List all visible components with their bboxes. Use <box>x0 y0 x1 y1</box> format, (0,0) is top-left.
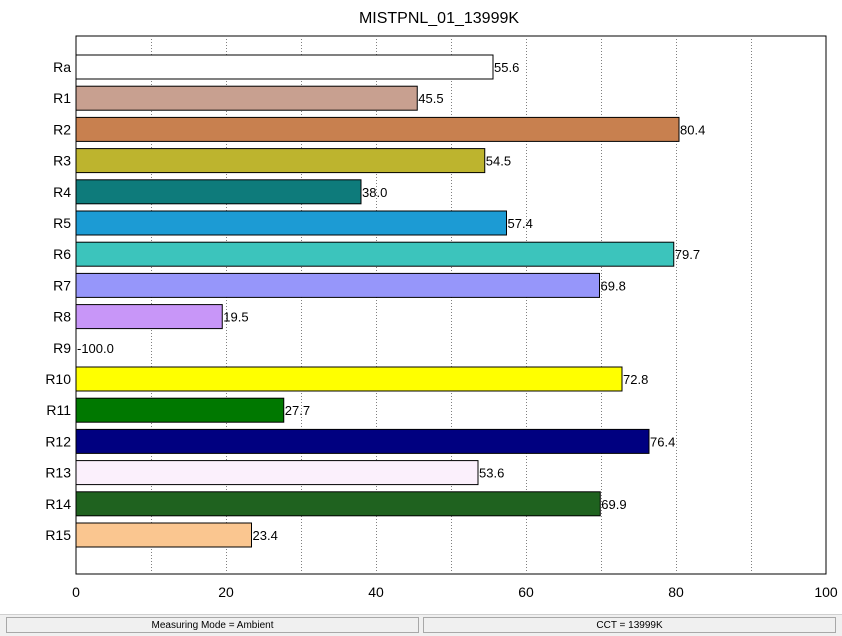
bar <box>75 210 507 236</box>
category-label: R5 <box>53 215 71 231</box>
x-tick-label: 40 <box>368 584 384 600</box>
x-tick-label: 80 <box>668 584 684 600</box>
bar <box>75 272 600 298</box>
category-label: R9 <box>53 340 71 356</box>
value-label: -100.0 <box>77 341 114 356</box>
category-label: R8 <box>53 309 71 325</box>
category-label: R2 <box>53 121 71 137</box>
category-label: R13 <box>45 465 71 481</box>
category-label: R10 <box>45 371 71 387</box>
status-bar: Measuring Mode = Ambient CCT = 13999K <box>0 614 842 636</box>
bar <box>75 428 650 454</box>
value-label: 69.9 <box>601 497 626 512</box>
value-label: 80.4 <box>680 122 705 137</box>
value-label: 53.6 <box>479 466 504 481</box>
category-label: R3 <box>53 153 71 169</box>
bar <box>75 85 418 111</box>
x-tick-label: 60 <box>518 584 534 600</box>
category-label: R12 <box>45 433 71 449</box>
category-labels: Ra R1 R2 R3 R4 R5 R6 R7 R8 R9 R10 R11 R12 R13 R14 R15 <box>45 59 71 543</box>
category-label: R11 <box>46 402 71 418</box>
bar <box>75 397 285 423</box>
category-label: R1 <box>53 90 71 106</box>
bar <box>75 179 362 205</box>
x-tick-label: 20 <box>218 584 234 600</box>
bar <box>75 522 252 548</box>
category-label: R4 <box>53 184 71 200</box>
cri-bar-chart: MISTPNL_01_13999K Ra R1 R2 R3 R4 R5 R6 R7 R8 R9 R1… <box>45 10 838 600</box>
value-label: 19.5 <box>223 310 248 325</box>
x-tick-label: 0 <box>72 584 80 600</box>
value-label: 72.8 <box>623 372 648 387</box>
value-label: 38.0 <box>362 185 387 200</box>
chart-title: MISTPNL_01_13999K <box>359 10 519 27</box>
bar <box>75 304 223 330</box>
bar <box>75 241 675 267</box>
value-label: 45.5 <box>418 91 443 106</box>
bar <box>75 116 680 142</box>
x-tick-label: 100 <box>814 584 838 600</box>
category-label: R15 <box>45 527 71 543</box>
bar <box>75 54 494 80</box>
bar <box>75 366 623 392</box>
value-labels: 55.6 45.5 80.4 54.5 38.0 57.4 79.7 69.8 19.5 -100… <box>77 60 705 543</box>
value-label: 54.5 <box>486 154 511 169</box>
value-label: 57.4 <box>508 216 533 231</box>
category-label: R6 <box>53 246 71 262</box>
measuring-mode-status: Measuring Mode = Ambient <box>6 617 419 633</box>
value-label: 79.7 <box>675 247 700 262</box>
value-label: 69.8 <box>601 278 626 293</box>
value-label: 76.4 <box>650 434 675 449</box>
bar <box>75 460 479 486</box>
cct-status: CCT = 13999K <box>423 617 836 633</box>
category-label: R14 <box>45 496 71 512</box>
bars <box>75 54 680 548</box>
category-label: R7 <box>53 277 71 293</box>
value-label: 55.6 <box>494 60 519 75</box>
value-label: 27.7 <box>285 403 310 418</box>
value-label: 23.4 <box>253 528 278 543</box>
bar <box>75 491 601 517</box>
category-label: Ra <box>53 59 71 75</box>
x-axis-tick-labels: 0 20 40 60 80 100 <box>72 584 838 600</box>
bar <box>75 148 486 174</box>
